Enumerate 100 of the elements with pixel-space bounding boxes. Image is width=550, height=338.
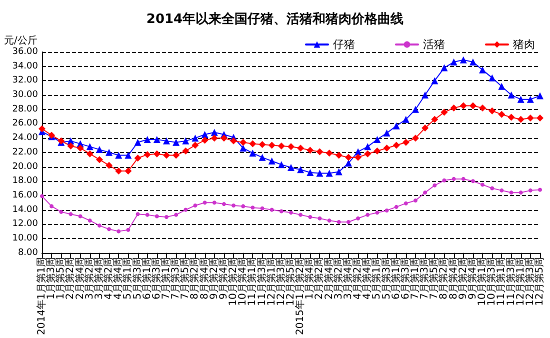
- point: [316, 170, 324, 177]
- x-tick-label: 11月第3周: [504, 256, 517, 306]
- point: [452, 176, 456, 181]
- point: [38, 125, 46, 132]
- point: [86, 143, 94, 150]
- point: [479, 66, 486, 74]
- point: [412, 106, 419, 113]
- x-tick-label: 6月第1周: [140, 256, 153, 300]
- point: [431, 116, 438, 123]
- y-tick-label: 12.00: [12, 219, 38, 230]
- point: [279, 209, 284, 214]
- point: [536, 114, 544, 122]
- point: [124, 152, 132, 159]
- point: [241, 204, 246, 208]
- point: [250, 206, 255, 210]
- x-tick-label: 9月第2周: [456, 256, 469, 300]
- point: [356, 216, 360, 220]
- y-tick-label: 36.00: [12, 47, 38, 57]
- point: [182, 147, 190, 154]
- point: [414, 198, 418, 202]
- point: [288, 143, 294, 150]
- point: [346, 220, 350, 224]
- point: [335, 168, 342, 176]
- point: [78, 214, 82, 218]
- x-tick-label: 3月第4周: [342, 256, 354, 300]
- x-tick-label: 9月第2周: [208, 256, 220, 300]
- point: [232, 203, 236, 208]
- point: [508, 114, 515, 121]
- point: [384, 208, 389, 213]
- point: [364, 143, 372, 150]
- point: [500, 188, 504, 192]
- y-tick-label: 16.00: [12, 190, 38, 200]
- point: [59, 210, 64, 214]
- x-tick-label: 12月第1周: [265, 256, 278, 306]
- x-tick-label: 8月第2周: [438, 256, 450, 300]
- point: [526, 114, 534, 122]
- point: [106, 162, 113, 169]
- point: [163, 137, 170, 144]
- point: [172, 152, 180, 159]
- point: [526, 96, 534, 103]
- point: [258, 154, 266, 161]
- x-tick-label: 9月第4周: [217, 256, 230, 300]
- x-tick-label: 12月第5周: [534, 256, 546, 306]
- point: [460, 56, 467, 64]
- point: [404, 201, 408, 206]
- point: [270, 208, 274, 212]
- point: [327, 218, 332, 223]
- y-tick-label: 28.00: [12, 104, 38, 114]
- point: [172, 138, 180, 146]
- legend-label: 猪肉: [513, 38, 535, 51]
- point: [480, 182, 485, 187]
- point: [498, 110, 506, 118]
- point: [76, 144, 84, 152]
- point: [432, 183, 437, 188]
- x-tick-label: 5月第3周: [380, 256, 392, 300]
- point: [97, 224, 102, 228]
- point: [326, 170, 333, 177]
- x-tick-label: 2014年1月第1周: [36, 256, 48, 336]
- point: [306, 146, 314, 154]
- point: [412, 134, 419, 142]
- point: [240, 138, 247, 146]
- point: [422, 92, 429, 99]
- point: [536, 92, 544, 100]
- x-tick-label: 12月第1周: [514, 256, 526, 306]
- point: [240, 144, 247, 152]
- y-tick-label: 20.00: [12, 162, 38, 172]
- x-tick-label: 8月第2周: [188, 256, 201, 300]
- y-tick-label: 30.00: [12, 90, 38, 100]
- point: [344, 154, 352, 161]
- x-tick-label: 7月第1周: [160, 256, 172, 300]
- point: [460, 102, 467, 110]
- point: [106, 148, 113, 156]
- point: [450, 58, 458, 66]
- x-tick-label: 7月第1周: [409, 256, 421, 300]
- point: [392, 142, 400, 149]
- point: [124, 168, 132, 175]
- point: [192, 134, 199, 142]
- point: [289, 210, 293, 215]
- point: [375, 210, 380, 215]
- point: [442, 178, 446, 182]
- point: [67, 142, 74, 150]
- point: [202, 200, 207, 205]
- point: [174, 212, 178, 217]
- point: [96, 146, 103, 154]
- point: [210, 128, 218, 136]
- x-tick-label: 3月第4周: [92, 256, 105, 300]
- point: [538, 188, 542, 192]
- point: [440, 64, 448, 72]
- point: [431, 77, 438, 84]
- point: [144, 136, 151, 144]
- x-tick-label: 12月第3周: [524, 256, 536, 306]
- point: [470, 179, 475, 184]
- point: [288, 164, 294, 171]
- point: [469, 58, 476, 66]
- point: [344, 160, 352, 167]
- point: [422, 124, 429, 132]
- point: [230, 137, 238, 144]
- y-tick-label: 26.00: [12, 118, 38, 129]
- point: [297, 144, 304, 152]
- legend-label: 仔猪: [333, 38, 355, 51]
